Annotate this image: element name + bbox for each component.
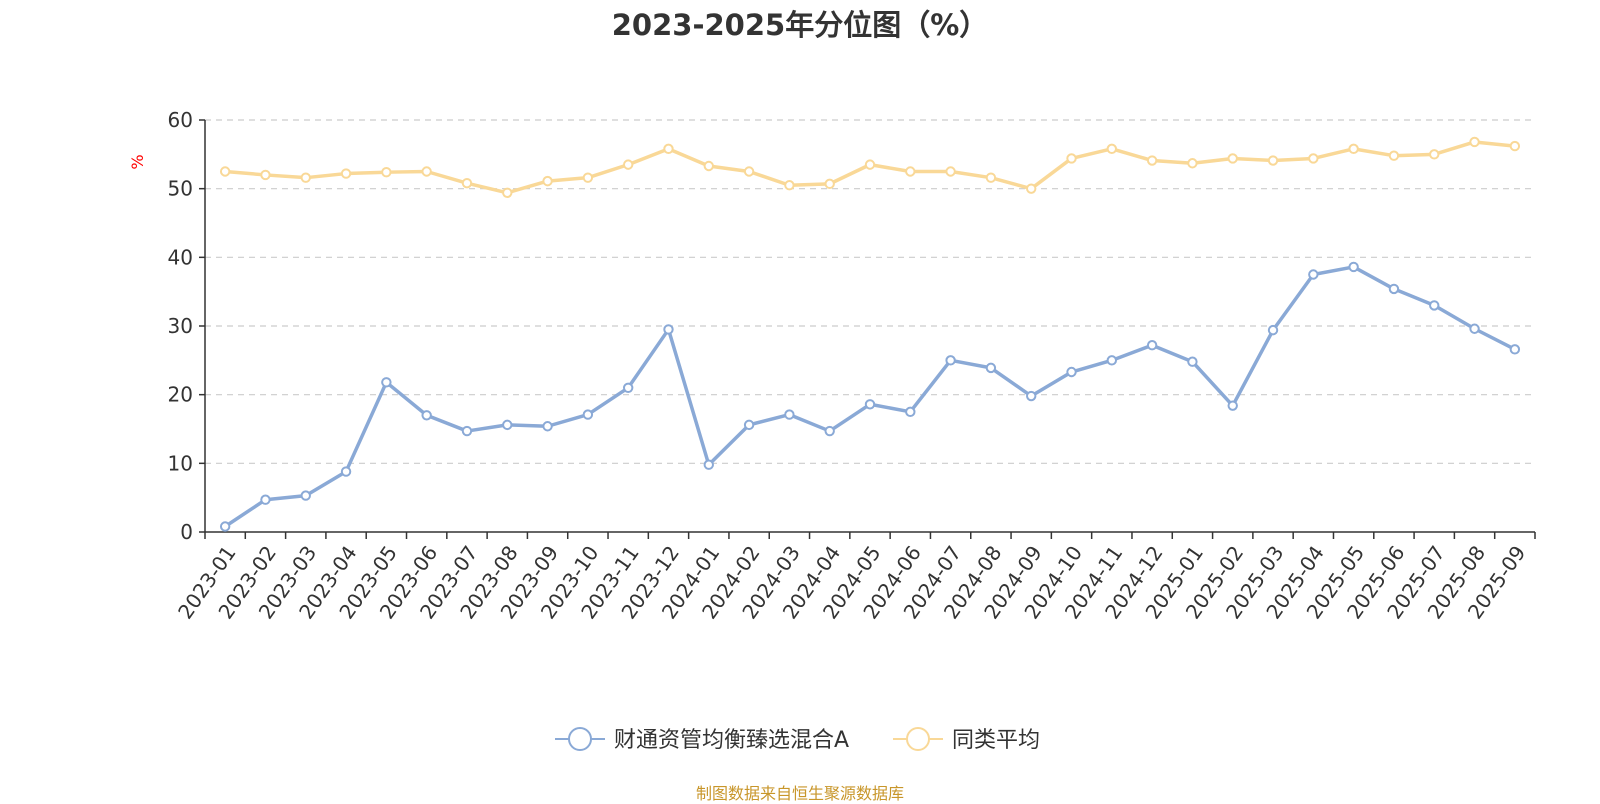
data-point[interactable] bbox=[985, 172, 997, 183]
data-point[interactable] bbox=[1267, 155, 1279, 166]
data-point[interactable] bbox=[1429, 149, 1440, 160]
source-note: 制图数据来自恒生聚源数据库 bbox=[695, 784, 904, 803]
data-point[interactable] bbox=[1469, 323, 1480, 334]
data-point[interactable] bbox=[743, 166, 755, 177]
data-point[interactable] bbox=[421, 410, 432, 421]
data-point[interactable] bbox=[1227, 400, 1238, 411]
chart-title: 2023-2025年分位图（%） bbox=[611, 8, 989, 42]
y-tick-label: 10 bbox=[168, 451, 193, 475]
data-point[interactable] bbox=[1146, 155, 1158, 166]
data-point[interactable] bbox=[300, 172, 311, 183]
data-point[interactable] bbox=[1026, 183, 1037, 194]
data-point[interactable] bbox=[945, 355, 956, 366]
legend-label: 财通资管均衡臻选混合A bbox=[614, 728, 849, 753]
data-point[interactable] bbox=[340, 466, 352, 477]
y-tick-label: 20 bbox=[168, 383, 193, 407]
series-line bbox=[223, 265, 1517, 529]
data-point[interactable] bbox=[743, 419, 755, 431]
data-point[interactable] bbox=[1348, 143, 1359, 155]
legend-item-2[interactable]: 同类平均 bbox=[893, 727, 1040, 753]
data-point[interactable] bbox=[542, 175, 553, 187]
axes: 01020304050602023-012023-022023-032023-0… bbox=[168, 108, 1536, 623]
data-point[interactable] bbox=[985, 362, 997, 374]
data-point[interactable] bbox=[1388, 150, 1400, 161]
data-point[interactable] bbox=[703, 459, 714, 470]
data-point[interactable] bbox=[1308, 153, 1319, 164]
series-2 bbox=[219, 136, 1521, 198]
legend-item-1[interactable]: 财通资管均衡臻选混合A bbox=[555, 727, 849, 753]
series-1 bbox=[219, 261, 1521, 532]
data-point[interactable] bbox=[864, 159, 876, 170]
data-point[interactable] bbox=[1267, 324, 1279, 336]
data-point[interactable] bbox=[824, 425, 835, 437]
data-point[interactable] bbox=[1429, 300, 1440, 311]
data-point[interactable] bbox=[502, 187, 513, 198]
legend-label: 同类平均 bbox=[952, 728, 1040, 753]
data-point[interactable] bbox=[1388, 283, 1400, 295]
y-tick-label: 40 bbox=[168, 245, 193, 269]
data-point[interactable] bbox=[824, 178, 835, 190]
data-point[interactable] bbox=[1308, 269, 1319, 280]
data-point[interactable] bbox=[784, 409, 795, 420]
series-layer bbox=[219, 136, 1521, 532]
y-tick-label: 60 bbox=[168, 108, 193, 132]
data-point[interactable] bbox=[864, 399, 876, 410]
data-point[interactable] bbox=[622, 159, 634, 170]
data-point[interactable] bbox=[1146, 340, 1158, 351]
data-point[interactable] bbox=[784, 180, 795, 191]
data-point[interactable] bbox=[340, 168, 352, 179]
data-point[interactable] bbox=[663, 324, 674, 335]
data-point[interactable] bbox=[1227, 153, 1238, 164]
data-point[interactable] bbox=[1469, 136, 1480, 148]
data-point[interactable] bbox=[1187, 356, 1198, 367]
legend-marker-icon bbox=[906, 727, 930, 751]
data-point[interactable] bbox=[905, 166, 916, 177]
data-point[interactable] bbox=[582, 172, 594, 183]
legend[interactable]: 财通资管均衡臻选混合A 同类平均 bbox=[555, 727, 1040, 753]
legend-marker-icon bbox=[568, 727, 592, 751]
data-point[interactable] bbox=[703, 160, 714, 172]
data-point[interactable] bbox=[502, 419, 513, 431]
y-tick-label: 0 bbox=[180, 520, 193, 544]
data-point[interactable] bbox=[260, 494, 271, 505]
data-point[interactable] bbox=[582, 409, 594, 420]
data-point[interactable] bbox=[381, 166, 392, 178]
data-point[interactable] bbox=[1509, 140, 1521, 152]
data-point[interactable] bbox=[1026, 390, 1037, 402]
data-point[interactable] bbox=[461, 425, 473, 437]
data-point[interactable] bbox=[300, 490, 311, 501]
data-point[interactable] bbox=[1106, 355, 1118, 366]
data-point[interactable] bbox=[421, 166, 432, 177]
y-tick-label: 50 bbox=[168, 177, 193, 201]
y-tick-label: 30 bbox=[168, 314, 193, 338]
y-axis-label: % bbox=[128, 154, 147, 169]
data-point[interactable] bbox=[219, 166, 231, 177]
data-point[interactable] bbox=[663, 143, 674, 155]
data-point[interactable] bbox=[1509, 344, 1521, 355]
data-point[interactable] bbox=[381, 377, 392, 388]
data-point[interactable] bbox=[1348, 261, 1359, 273]
data-point[interactable] bbox=[260, 169, 271, 181]
gridlines bbox=[205, 119, 1535, 464]
data-point[interactable] bbox=[1066, 366, 1077, 378]
data-point[interactable] bbox=[1187, 158, 1198, 169]
data-point[interactable] bbox=[219, 521, 231, 532]
data-point[interactable] bbox=[622, 382, 634, 393]
data-point[interactable] bbox=[542, 421, 553, 432]
data-point[interactable] bbox=[461, 177, 473, 189]
data-point[interactable] bbox=[905, 406, 916, 418]
data-point[interactable] bbox=[1106, 143, 1118, 155]
data-point[interactable] bbox=[1066, 153, 1077, 164]
data-point[interactable] bbox=[945, 166, 956, 177]
